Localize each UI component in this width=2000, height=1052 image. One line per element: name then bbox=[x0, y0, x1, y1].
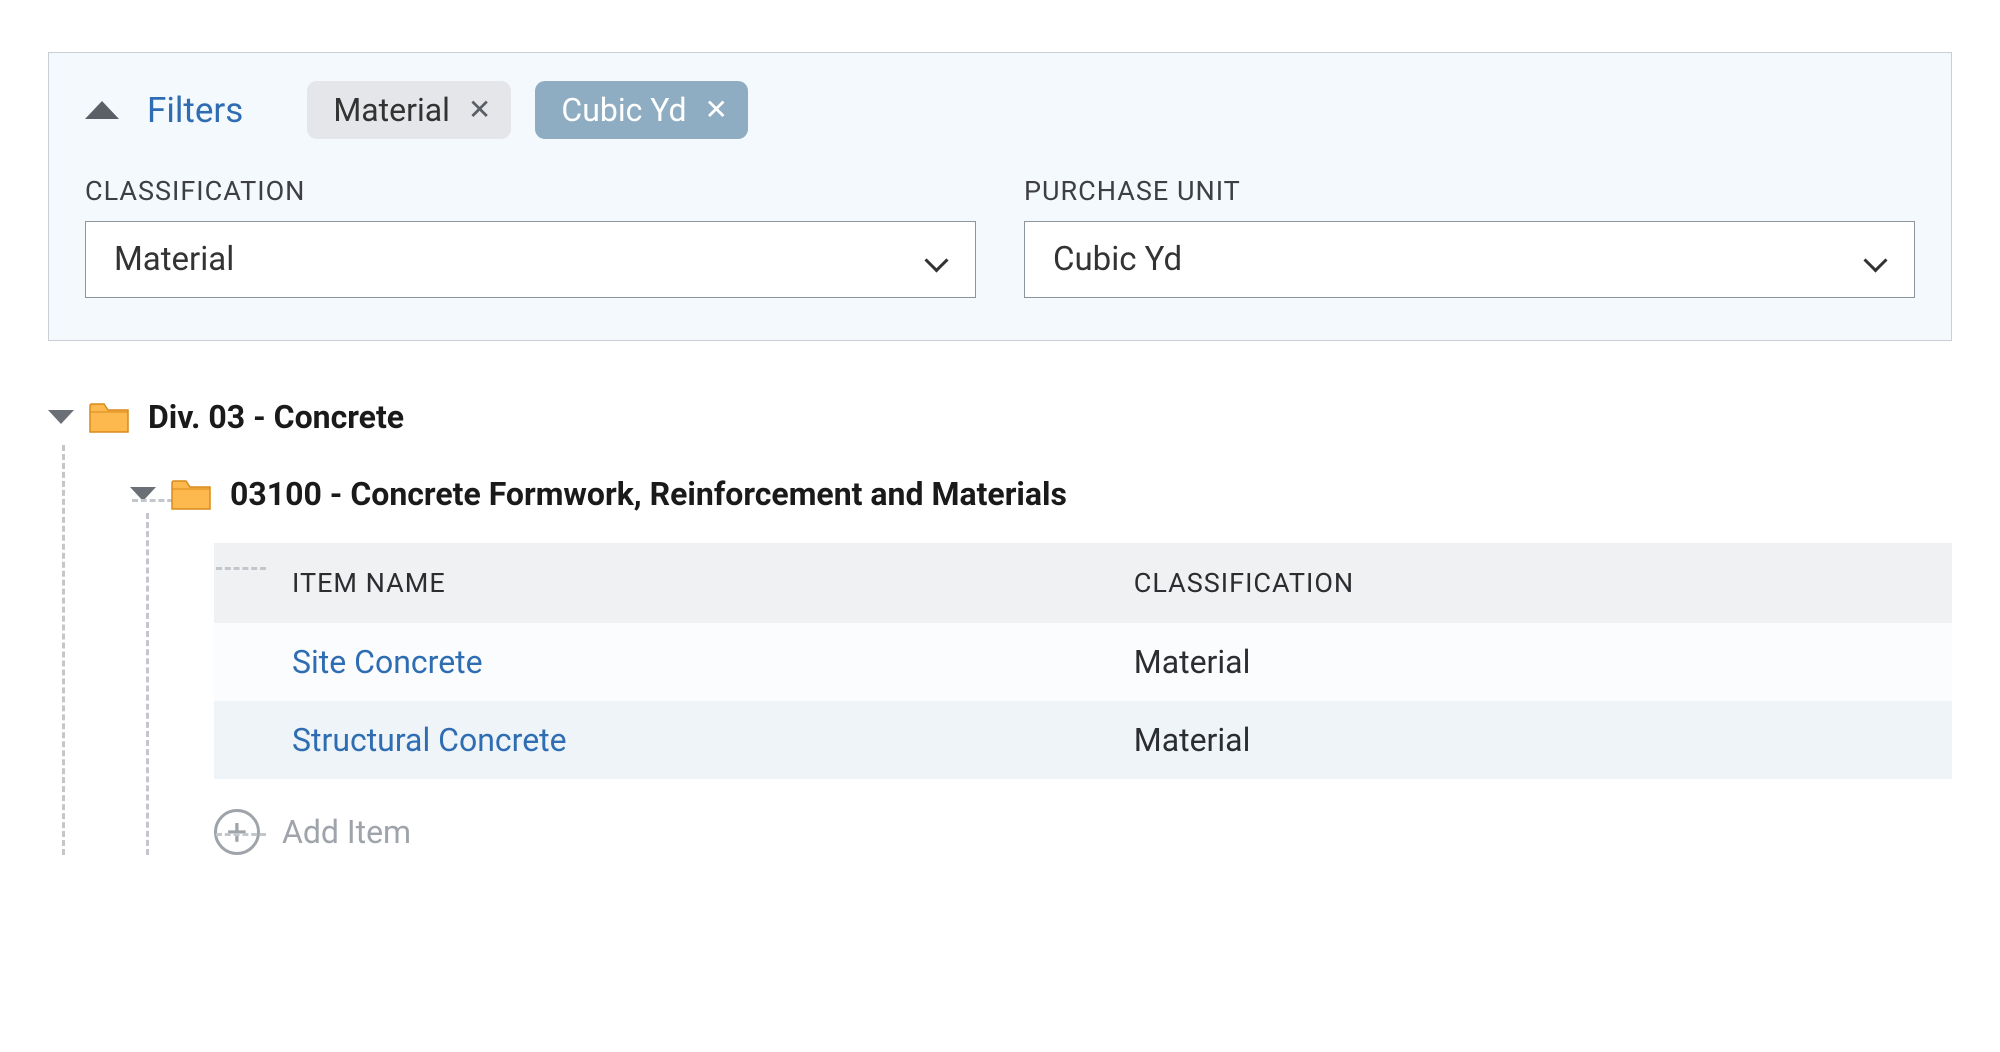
item-classification: Material bbox=[1118, 701, 1952, 779]
tree-connector bbox=[216, 833, 266, 836]
folder-icon bbox=[170, 477, 212, 511]
filters-title: Filters bbox=[147, 90, 243, 131]
collapse-filters-icon[interactable] bbox=[85, 101, 119, 119]
tree-node-div-03[interactable]: Div. 03 - Concrete bbox=[48, 389, 1952, 445]
table-header-row: ITEM NAME CLASSIFICATION bbox=[214, 543, 1952, 623]
filter-header-row: Filters Material ✕ Cubic Yd ✕ bbox=[85, 81, 1915, 139]
tree-children-div-03: 03100 - Concrete Formwork, Reinforcement… bbox=[60, 445, 1952, 855]
add-item-row[interactable]: + Add Item bbox=[214, 779, 1952, 855]
close-icon[interactable]: ✕ bbox=[705, 96, 728, 124]
purchase-unit-select[interactable]: Cubic Yd bbox=[1024, 221, 1915, 298]
column-header-item-name: ITEM NAME bbox=[214, 543, 1118, 623]
filter-chip-cubic-yd[interactable]: Cubic Yd ✕ bbox=[535, 81, 748, 139]
tree-connector bbox=[216, 567, 266, 570]
folder-icon bbox=[88, 400, 130, 434]
table-row[interactable]: Site Concrete Material bbox=[214, 623, 1952, 701]
category-tree: Div. 03 - Concrete 03100 - Concrete Form… bbox=[48, 389, 1952, 855]
classification-select[interactable]: Material bbox=[85, 221, 976, 298]
purchase-unit-value: Cubic Yd bbox=[1053, 240, 1182, 279]
chevron-down-icon bbox=[925, 249, 947, 271]
filter-fields-row: CLASSIFICATION Material PURCHASE UNIT Cu… bbox=[85, 175, 1915, 298]
plus-circle-icon[interactable]: + bbox=[214, 809, 260, 855]
tree-node-03100[interactable]: 03100 - Concrete Formwork, Reinforcement… bbox=[130, 445, 1952, 513]
chip-label: Cubic Yd bbox=[561, 91, 686, 129]
classification-field: CLASSIFICATION Material bbox=[85, 175, 976, 298]
item-name-link[interactable]: Site Concrete bbox=[214, 623, 1118, 701]
item-table-container: ITEM NAME CLASSIFICATION Site Concrete M… bbox=[214, 513, 1952, 779]
close-icon[interactable]: ✕ bbox=[468, 96, 491, 124]
item-name-link[interactable]: Structural Concrete bbox=[214, 701, 1118, 779]
purchase-unit-label: PURCHASE UNIT bbox=[1024, 175, 1915, 207]
chevron-down-icon bbox=[1864, 249, 1886, 271]
filter-chip-material[interactable]: Material ✕ bbox=[307, 81, 511, 139]
expand-toggle-icon[interactable] bbox=[48, 410, 74, 424]
classification-value: Material bbox=[114, 240, 234, 279]
purchase-unit-field: PURCHASE UNIT Cubic Yd bbox=[1024, 175, 1915, 298]
tree-children-03100: ITEM NAME CLASSIFICATION Site Concrete M… bbox=[144, 513, 1952, 855]
chip-label: Material bbox=[333, 91, 450, 129]
item-table: ITEM NAME CLASSIFICATION Site Concrete M… bbox=[214, 543, 1952, 779]
table-row[interactable]: Structural Concrete Material bbox=[214, 701, 1952, 779]
column-header-classification: CLASSIFICATION bbox=[1118, 543, 1952, 623]
add-item-label: Add Item bbox=[282, 813, 411, 851]
classification-label: CLASSIFICATION bbox=[85, 175, 976, 207]
item-classification: Material bbox=[1118, 623, 1952, 701]
tree-node-label: Div. 03 - Concrete bbox=[148, 398, 404, 436]
tree-node-label: 03100 - Concrete Formwork, Reinforcement… bbox=[230, 475, 1067, 513]
filter-panel: Filters Material ✕ Cubic Yd ✕ CLASSIFICA… bbox=[48, 52, 1952, 341]
